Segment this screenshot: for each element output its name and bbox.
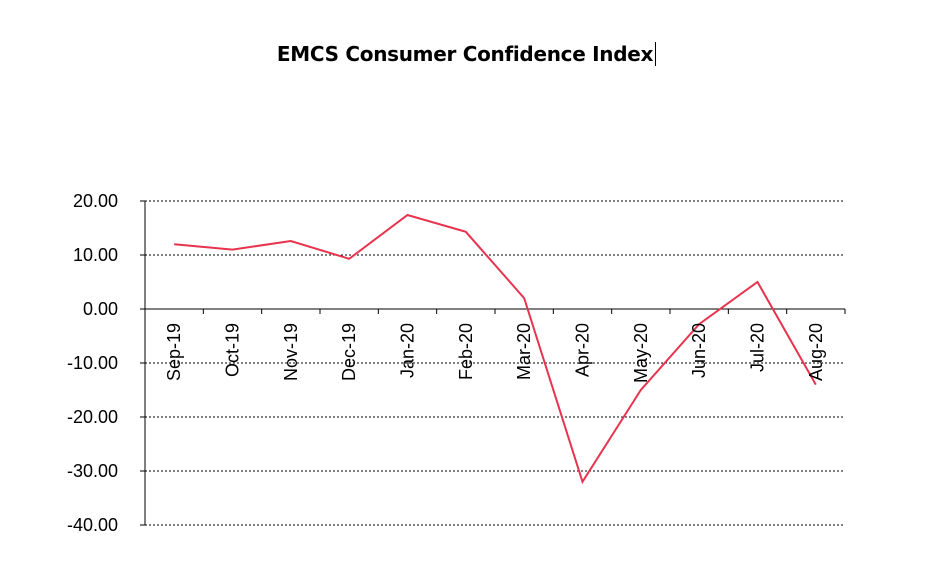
y-tick-label: 0.00 [83, 299, 118, 319]
x-tick-label: Dec-19 [339, 323, 359, 381]
chart-title-text: EMCS Consumer Confidence Index [277, 42, 657, 66]
axes [140, 200, 846, 526]
x-tick-label: Mar-20 [514, 323, 534, 380]
x-tick-labels: Sep-19 Oct-19 Nov-19 Dec-19 Jan-20 Feb-20 Mar-… [164, 323, 826, 383]
x-tick-label: Jan-20 [398, 323, 418, 378]
x-tick-label: Nov-19 [281, 323, 301, 381]
x-tick-label: Jun-20 [689, 323, 709, 378]
series-line [174, 213, 817, 485]
x-tick-label: Feb-20 [456, 323, 476, 380]
y-tick-label: -20.00 [67, 407, 118, 427]
y-tick-label: 20.00 [73, 191, 118, 211]
chart-title: EMCS Consumer Confidence Index [0, 42, 933, 66]
y-tick-labels: 20.00 10.00 0.00 -10.00 -20.00 -30.00 -40.00 [67, 191, 118, 535]
y-tick-label: -40.00 [67, 515, 118, 535]
series-layer [174, 213, 817, 485]
gridlines [145, 200, 845, 526]
y-tick-label: 10.00 [73, 245, 118, 265]
x-tick-label: Sep-19 [164, 323, 184, 381]
x-tick-label: Oct-19 [223, 323, 243, 377]
y-tick-label: -10.00 [67, 353, 118, 373]
x-tick-label: May-20 [631, 323, 651, 383]
y-tick-label: -30.00 [67, 461, 118, 481]
x-tick-label: Aug-20 [806, 323, 826, 381]
x-tick-label: Jul-20 [748, 323, 768, 372]
x-tick-label: Apr-20 [573, 323, 593, 377]
